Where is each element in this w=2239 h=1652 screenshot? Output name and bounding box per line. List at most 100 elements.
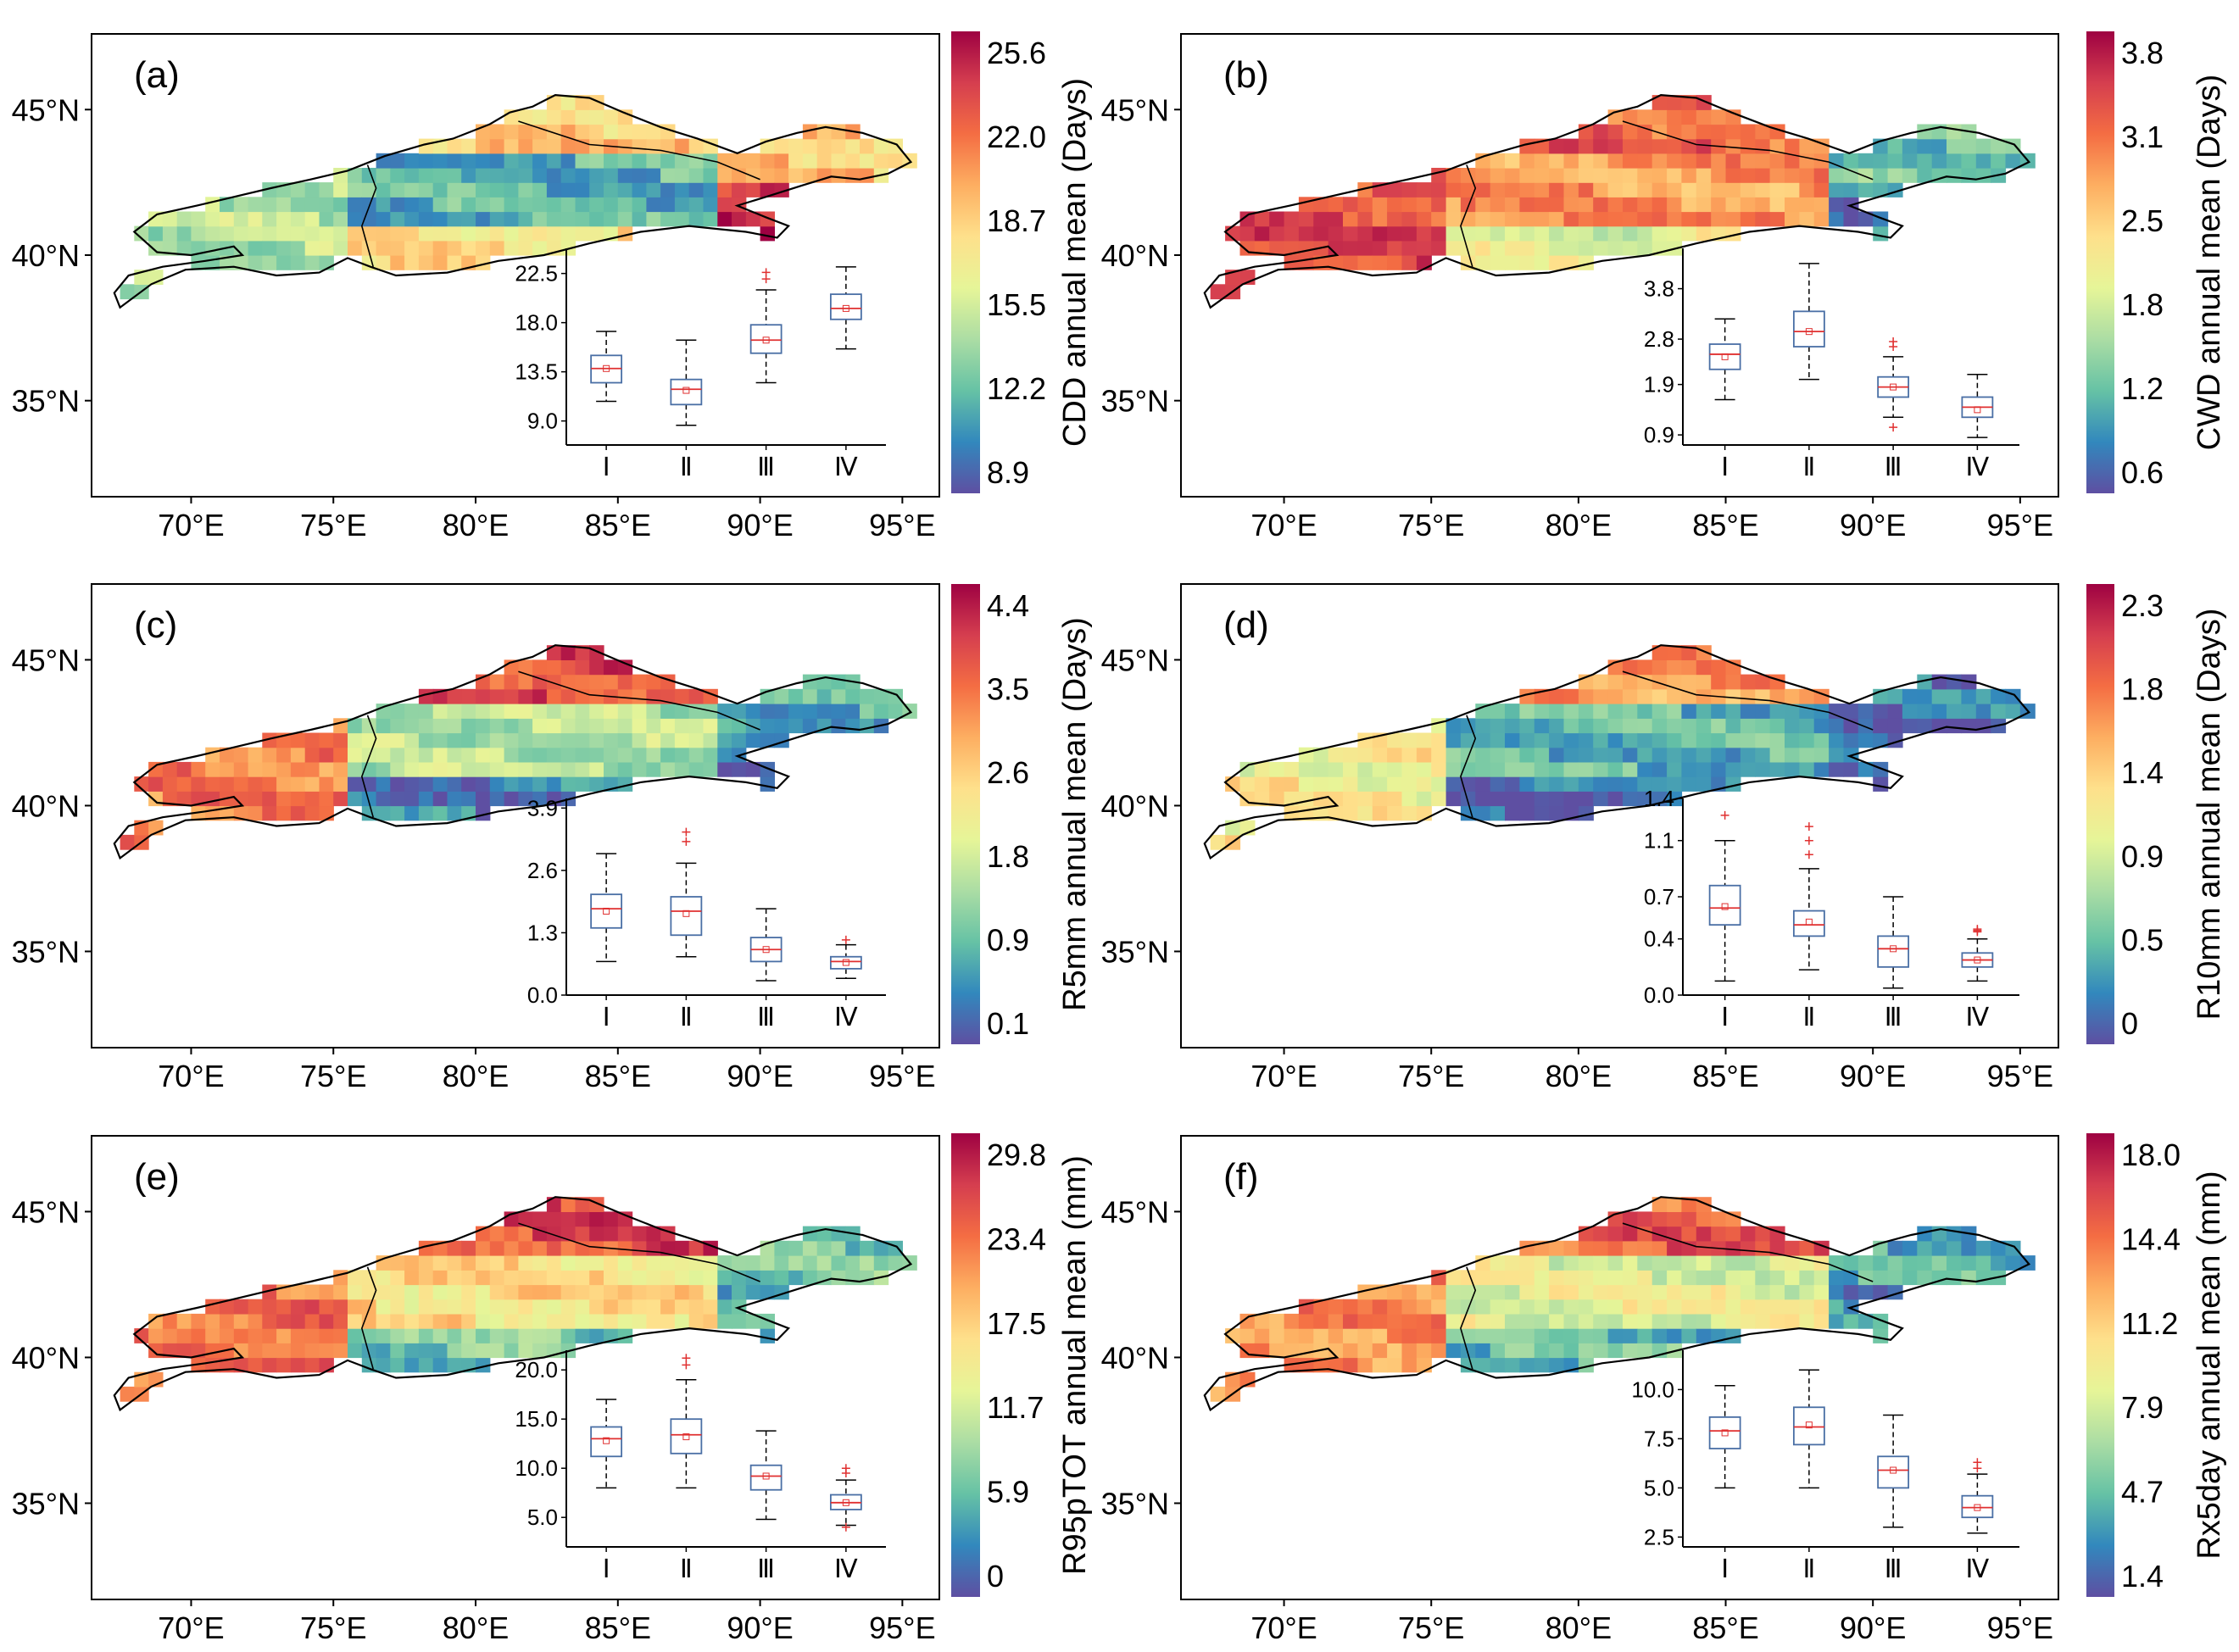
grid-cell	[1696, 109, 1712, 125]
grid-cell	[418, 1328, 434, 1343]
box-4	[1961, 925, 1994, 982]
grid-cell	[1313, 747, 1329, 763]
grid-cell	[1563, 791, 1579, 807]
grid-cell	[1578, 1299, 1594, 1315]
grid-cell	[1460, 747, 1476, 763]
inset-x-tick-label: Ⅲ	[757, 453, 775, 481]
grid-cell	[688, 1255, 705, 1271]
inset-x-tick-label: Ⅲ	[1885, 453, 1902, 481]
grid-cell	[845, 1255, 861, 1271]
grid-cell	[1505, 704, 1520, 719]
grid-cell	[888, 138, 903, 154]
grid-cell	[1519, 1357, 1535, 1373]
grid-cell	[888, 704, 903, 719]
grid-cell	[532, 1270, 548, 1286]
grid-cell	[1490, 776, 1506, 792]
grid-cell	[674, 197, 690, 213]
grid-cell	[560, 1313, 576, 1329]
grid-cell	[560, 1284, 576, 1300]
grid-cell	[504, 732, 519, 748]
grid-cell	[1755, 688, 1771, 704]
grid-cell	[1637, 659, 1653, 676]
grid-cell	[575, 1270, 590, 1286]
grid-cell	[802, 153, 818, 169]
grid-cell	[1857, 732, 1874, 748]
grid-cell	[319, 747, 334, 763]
grid-cell	[447, 1255, 462, 1271]
grid-cell	[333, 168, 348, 183]
grid-cell	[1725, 1226, 1741, 1242]
grid-cell	[617, 168, 633, 183]
grid-cell	[760, 1284, 775, 1300]
grid-cell	[1813, 1284, 1830, 1300]
grid-cell	[617, 153, 633, 169]
grid-cell	[560, 225, 576, 242]
grid-cell	[1725, 659, 1741, 676]
inset-y-tick-label: 5.0	[527, 1505, 558, 1530]
grid-cell	[546, 1284, 562, 1300]
grid-cell	[575, 718, 590, 734]
grid-cell	[1313, 211, 1329, 227]
grid-cell	[760, 1270, 775, 1286]
grid-cell	[290, 805, 306, 821]
grid-cell	[703, 1313, 718, 1329]
grid-cell	[1475, 805, 1491, 821]
grid-cell	[1651, 1284, 1668, 1300]
grid-cell	[1387, 732, 1403, 748]
panel-label: (d)	[1223, 604, 1269, 646]
grid-cell	[504, 168, 519, 183]
grid-cell	[1328, 1328, 1344, 1343]
grid-cell	[1623, 674, 1638, 690]
grid-cell	[1298, 791, 1314, 807]
grid-cell	[404, 1313, 420, 1329]
grid-cell	[688, 761, 705, 777]
grid-cell	[504, 211, 519, 227]
lon-tick-label: 80°E	[1546, 1059, 1612, 1093]
grid-cell	[220, 1328, 235, 1343]
grid-cell	[1578, 776, 1594, 792]
grid-cell	[1372, 240, 1388, 256]
inset-y-tick-label: 7.5	[1644, 1426, 1674, 1451]
grid-cell	[148, 1328, 164, 1343]
grid-cell	[418, 791, 434, 807]
grid-cell	[660, 688, 676, 704]
outlier-marker	[1804, 850, 1813, 859]
grid-cell	[774, 1240, 789, 1256]
grid-cell	[845, 718, 861, 734]
grid-cell	[1593, 791, 1609, 807]
grid-cell	[1490, 732, 1506, 748]
grid-cell	[1578, 153, 1594, 169]
grid-cell	[1313, 1299, 1329, 1315]
grid-cell	[1799, 182, 1815, 197]
box-1	[1708, 318, 1741, 401]
grid-cell	[1799, 1240, 1815, 1256]
grid-cell	[760, 1255, 775, 1271]
subregion-boundary	[1622, 1222, 1874, 1282]
grid-cell	[1401, 747, 1417, 763]
grid-cell	[518, 1255, 533, 1271]
lon-tick-label: 70°E	[1250, 1610, 1317, 1645]
grid-cell	[1829, 211, 1845, 227]
grid-cell	[575, 211, 590, 227]
grid-cell	[333, 718, 348, 734]
grid-cell	[1917, 153, 1933, 169]
grid-cell	[476, 182, 491, 197]
colorbar-tick-label: 0.9	[987, 922, 1029, 957]
grid-cell	[233, 1343, 249, 1359]
grid-cell	[233, 225, 249, 242]
lat-tick-label: 35°N	[1101, 384, 1169, 419]
mean-marker	[842, 304, 849, 312]
grid-cell	[1681, 168, 1697, 183]
grid-cell	[1991, 704, 2007, 719]
grid-cell	[489, 182, 505, 197]
grid-cell	[1799, 197, 1815, 213]
grid-cell	[802, 718, 818, 734]
grid-cell	[845, 1270, 861, 1286]
grid-cell	[1563, 225, 1579, 242]
grid-cell	[1785, 1284, 1800, 1300]
grid-cell	[390, 704, 405, 719]
grid-cell	[489, 718, 505, 734]
grid-cell	[532, 182, 548, 197]
grid-cell	[1711, 1299, 1727, 1315]
